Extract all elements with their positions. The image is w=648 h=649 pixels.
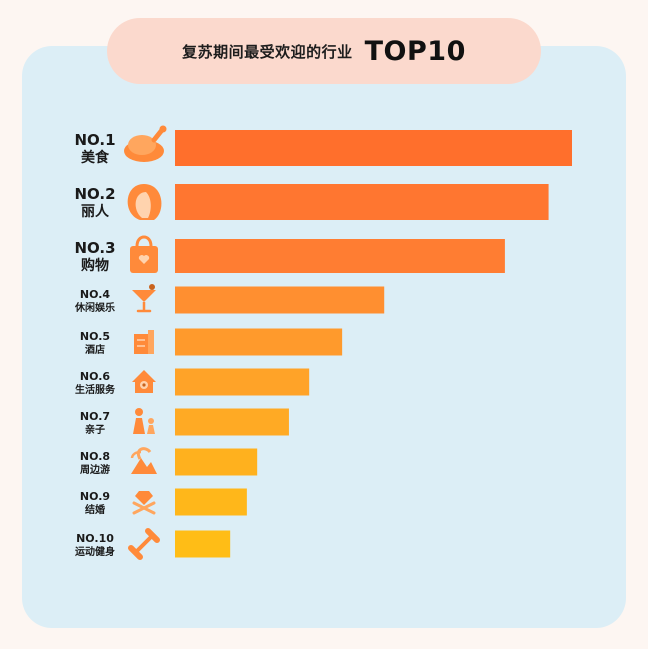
- bar-3: [175, 239, 505, 273]
- parent-child-icon: [133, 408, 155, 434]
- rank-label-5: NO.5: [80, 330, 110, 343]
- bar-9: [175, 488, 247, 516]
- category-label-3: 购物: [81, 257, 109, 274]
- category-label-7: 亲子: [85, 423, 105, 436]
- rank-label-6: NO.6: [80, 370, 110, 383]
- category-label-6: 生活服务: [75, 383, 116, 396]
- rank-label-4: NO.4: [80, 288, 110, 301]
- category-label-2: 丽人: [81, 203, 110, 220]
- chart-title: 复苏期间最受欢迎的行业 TOP10: [107, 18, 541, 84]
- house-pin-icon: [132, 370, 156, 393]
- bar-4: [175, 286, 385, 314]
- rank-label-7: NO.7: [80, 410, 110, 423]
- category-label-4: 休闲娱乐: [74, 301, 115, 314]
- cocktail-icon: [132, 284, 156, 313]
- rank-label-1: NO.1: [74, 131, 115, 149]
- bar-6: [175, 368, 310, 396]
- category-label-9: 结婚: [85, 503, 105, 516]
- rank-label-3: NO.3: [74, 239, 115, 257]
- bar-8: [175, 448, 258, 476]
- category-label-5: 酒店: [85, 343, 105, 356]
- category-label-8: 周边游: [80, 463, 110, 476]
- title-strong: TOP10: [364, 35, 466, 67]
- rank-label-9: NO.9: [80, 490, 110, 503]
- category-label-10: 运动健身: [75, 545, 115, 558]
- rank-label-10: NO.10: [76, 532, 114, 545]
- roast-chicken-icon: [124, 125, 167, 162]
- woman-profile-icon: [127, 184, 162, 220]
- palm-island-icon: [130, 447, 157, 474]
- bar-7: [175, 408, 289, 436]
- shopping-bag-icon: [130, 235, 158, 273]
- bar-2: [175, 184, 549, 220]
- bar-5: [175, 328, 343, 356]
- title-prefix: 复苏期间最受欢迎的行业: [182, 42, 353, 61]
- rank-label-8: NO.8: [80, 450, 110, 463]
- bar-10: [175, 530, 231, 558]
- bar-1: [175, 130, 572, 166]
- rank-label-2: NO.2: [74, 185, 115, 203]
- dumbbell-icon: [128, 528, 160, 560]
- diamond-ring-icon: [132, 491, 156, 515]
- category-label-1: 美食: [81, 149, 110, 166]
- hotel-building-icon: [134, 330, 154, 354]
